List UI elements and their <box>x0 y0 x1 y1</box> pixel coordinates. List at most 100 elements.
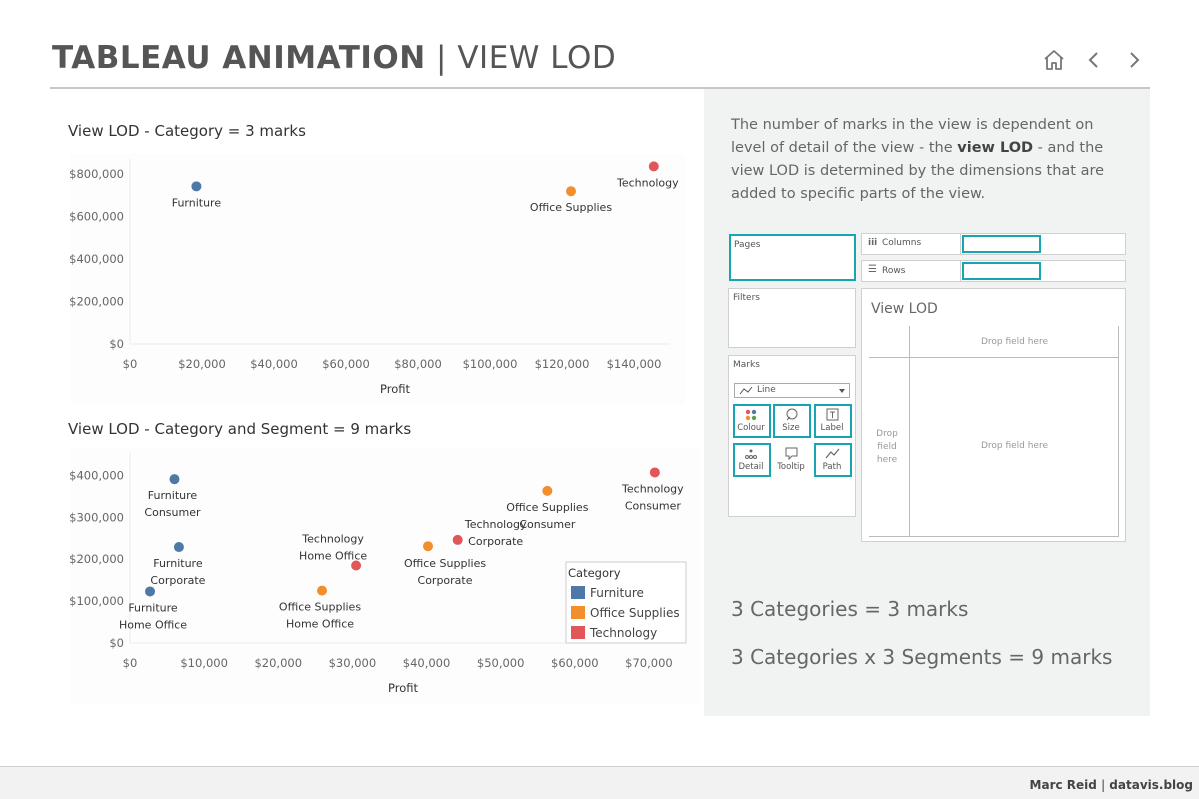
previous-button[interactable] <box>1081 46 1107 74</box>
summary-categories: 3 Categories = 3 marks <box>731 597 969 621</box>
data-point[interactable] <box>452 534 463 545</box>
point-label: Consumer <box>625 499 682 512</box>
legend-title: Category <box>568 566 621 580</box>
y-tick-label: $0 <box>109 636 124 650</box>
data-point[interactable] <box>542 485 553 496</box>
path-label: Path <box>822 462 842 472</box>
colour-button[interactable]: Colour <box>733 404 769 436</box>
point-label: Consumer <box>519 518 576 531</box>
rows-icon: ☰ <box>868 264 877 275</box>
marks-label: Marks <box>733 360 760 370</box>
point-label: Office Supplies <box>404 557 486 570</box>
detail-label: Detail <box>738 462 764 472</box>
data-point[interactable] <box>648 161 659 172</box>
data-point[interactable] <box>351 560 362 571</box>
x-tick-label: $140,000 <box>607 357 662 371</box>
data-point[interactable] <box>191 181 202 192</box>
home-icon <box>1044 50 1064 70</box>
point-label: Corporate <box>418 574 473 587</box>
title-bold: TABLEAU ANIMATION <box>52 40 426 76</box>
detail-icon <box>745 449 757 459</box>
legend-item[interactable]: Furniture <box>590 586 644 600</box>
chevron-down-icon <box>839 389 845 393</box>
columns-shelf: iii Columns <box>861 233 1126 255</box>
path-button[interactable]: Path <box>814 443 850 475</box>
legend-box <box>565 561 687 644</box>
description-part1: The number of marks in the view is depen… <box>731 117 1094 156</box>
columns-icon: iii <box>868 238 878 248</box>
point-label: Consumer <box>144 506 201 519</box>
plot-background <box>70 154 685 404</box>
x-tick-label: $60,000 <box>551 656 599 670</box>
columns-label: Columns <box>882 238 922 248</box>
title-separator: | <box>425 40 458 76</box>
rows-shelf: ☰ Rows <box>861 260 1126 282</box>
x-axis-title: Profit <box>380 382 410 396</box>
data-point[interactable] <box>169 474 180 485</box>
footer-author: Marc Reid <box>1029 778 1097 792</box>
mark-type-value: Line <box>757 385 776 395</box>
y-tick-label: $0 <box>109 337 124 351</box>
footer-site[interactable]: datavis.blog <box>1109 778 1193 792</box>
tooltip-icon <box>785 447 798 461</box>
columns-divider <box>960 233 961 255</box>
title-light: VIEW LOD <box>457 40 617 76</box>
footer-divider <box>0 766 1199 767</box>
home-button[interactable] <box>1041 46 1067 74</box>
colour-icon <box>745 409 757 421</box>
colour-label: Colour <box>737 423 765 433</box>
description-part2: - and the view LOD is determined by the … <box>731 140 1105 202</box>
drop-columns-zone[interactable]: Drop field here <box>980 337 1049 347</box>
x-tick-label: $70,000 <box>625 656 673 670</box>
panel-description: The number of marks in the view is depen… <box>731 114 1126 206</box>
view-horizontal-divider <box>869 357 1119 358</box>
pages-label: Pages <box>734 240 761 250</box>
y-tick-label: $100,000 <box>69 594 124 608</box>
point-label: Corporate <box>468 535 523 548</box>
chart2-scatter: $400,000 $300,000 $200,000 $100,000 $0 $0 $10,… <box>69 452 687 695</box>
x-tick-label: $0 <box>123 357 138 371</box>
next-button[interactable] <box>1121 46 1147 74</box>
data-point[interactable] <box>145 586 156 597</box>
data-point[interactable] <box>317 585 328 596</box>
view-vertical-divider <box>909 326 910 536</box>
label-label: Label <box>820 423 844 433</box>
x-axis-title: Profit <box>388 681 418 695</box>
x-tick-label: $0 <box>123 656 138 670</box>
legend-item[interactable]: Office Supplies <box>590 606 680 620</box>
x-tick-label: $20,000 <box>254 656 302 670</box>
x-tick-label: $40,000 <box>403 656 451 670</box>
point-label: Furniture <box>153 557 203 570</box>
x-tick-label: $50,000 <box>477 656 525 670</box>
point-label: Home Office <box>299 549 367 562</box>
filters-label: Filters <box>733 293 760 303</box>
drop-rows-zone[interactable]: Drop field here <box>876 429 898 465</box>
footer-bar <box>0 767 1199 799</box>
size-button[interactable]: Size <box>773 404 809 436</box>
view-bottom-divider <box>869 536 1119 537</box>
x-tick-label: $20,000 <box>178 357 226 371</box>
x-tick-label: $100,000 <box>463 357 518 371</box>
drop-view-zone[interactable]: Drop field here <box>980 441 1049 451</box>
label-highlight <box>814 404 852 438</box>
data-point[interactable] <box>566 186 576 197</box>
legend-swatch <box>571 606 585 619</box>
detail-button[interactable]: Detail <box>733 443 769 475</box>
data-point[interactable] <box>423 541 434 552</box>
tooltip-button[interactable]: Tooltip <box>773 443 809 475</box>
chart1-title: View LOD - Category = 3 marks <box>68 122 306 140</box>
x-tick-label: $40,000 <box>250 357 298 371</box>
size-label: Size <box>782 423 800 433</box>
size-highlight <box>773 404 811 438</box>
data-point[interactable] <box>649 467 660 478</box>
x-tick-label: $120,000 <box>535 357 590 371</box>
label-button[interactable]: Label <box>814 404 850 436</box>
point-label: Technology <box>301 532 364 545</box>
y-tick-label: $200,000 <box>69 295 124 309</box>
data-point[interactable] <box>173 542 184 553</box>
legend-swatch <box>571 586 585 599</box>
legend-item[interactable]: Technology <box>589 626 657 640</box>
path-icon <box>825 448 840 459</box>
point-label: Corporate <box>150 574 205 587</box>
mark-type-select[interactable]: Line <box>734 383 850 398</box>
